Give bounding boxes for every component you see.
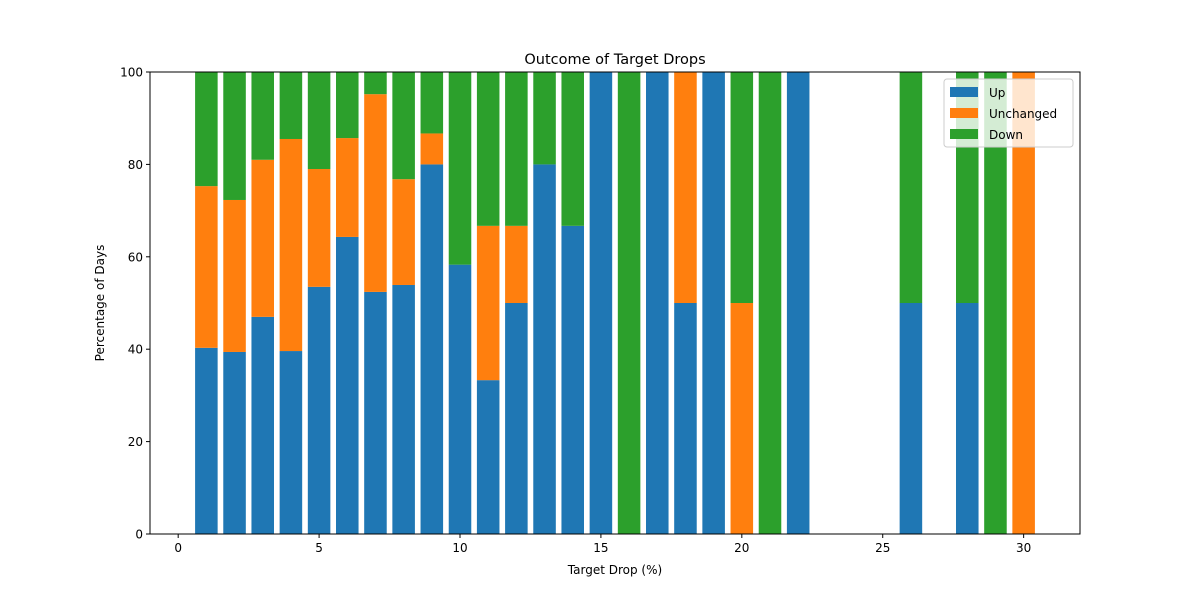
bar-down-26 — [899, 72, 923, 303]
bar-down-8 — [392, 72, 415, 180]
bar-down-1 — [195, 72, 218, 187]
x-tick-label: 25 — [875, 541, 890, 555]
bar-unchanged-30 — [1012, 72, 1035, 534]
x-tick-label: 20 — [734, 541, 749, 555]
bar-unchanged-8 — [392, 179, 415, 285]
bar-up-26 — [899, 303, 923, 534]
x-tick-label: 0 — [174, 541, 182, 555]
bar-down-12 — [505, 72, 528, 226]
bar-down-4 — [279, 72, 303, 139]
bars-group — [195, 72, 1035, 534]
bar-up-3 — [251, 316, 274, 534]
bar-up-1 — [195, 347, 218, 534]
y-tick-label: 40 — [128, 343, 143, 357]
y-tick-label: 60 — [128, 250, 143, 264]
bar-down-10 — [448, 72, 472, 265]
bar-unchanged-7 — [364, 94, 387, 292]
bar-unchanged-20 — [730, 303, 754, 534]
bar-unchanged-12 — [505, 225, 528, 303]
bar-down-13 — [533, 72, 556, 165]
x-tick-label: 30 — [1016, 541, 1031, 555]
bar-unchanged-9 — [420, 133, 444, 165]
bar-unchanged-11 — [476, 225, 500, 381]
x-tick-label: 5 — [315, 541, 323, 555]
bar-unchanged-3 — [251, 159, 274, 317]
bar-unchanged-6 — [336, 138, 359, 237]
bar-down-2 — [223, 72, 246, 200]
bar-unchanged-5 — [307, 169, 331, 287]
bar-up-22 — [786, 72, 810, 534]
bar-down-5 — [307, 72, 331, 170]
bar-down-14 — [561, 72, 584, 226]
bar-down-3 — [251, 72, 274, 160]
legend-label-down: Down — [989, 128, 1023, 142]
y-axis-ticks: 0 20 40 60 80 100 — [120, 66, 150, 542]
y-axis-label: Percentage of Days — [93, 245, 107, 362]
bar-up-13 — [533, 164, 556, 534]
bar-up-2 — [223, 351, 246, 534]
bar-up-4 — [279, 351, 303, 534]
x-axis-ticks: 0 5 10 15 20 25 30 — [174, 534, 1031, 555]
bar-up-7 — [364, 291, 387, 534]
x-axis-label: Target Drop (%) — [567, 563, 662, 577]
bar-up-10 — [448, 264, 472, 534]
plot-frame — [149, 71, 1081, 535]
bar-up-5 — [307, 286, 331, 534]
bar-down-7 — [364, 72, 387, 95]
y-tick-label: 0 — [135, 528, 143, 542]
bar-up-12 — [505, 303, 528, 534]
y-tick-label: 100 — [120, 66, 143, 80]
bar-up-18 — [674, 303, 697, 534]
bar-down-29 — [984, 72, 1007, 534]
chart-title: Outcome of Target Drops — [524, 52, 705, 68]
bar-down-20 — [730, 72, 754, 303]
bar-unchanged-1 — [195, 186, 218, 348]
legend-swatch-up — [950, 87, 978, 97]
bar-up-17 — [646, 72, 669, 534]
bar-up-9 — [420, 164, 444, 534]
y-tick-label: 20 — [128, 435, 143, 449]
bar-down-6 — [336, 72, 359, 139]
bar-unchanged-2 — [223, 199, 246, 352]
x-tick-label: 15 — [593, 541, 608, 555]
bar-up-28 — [956, 303, 979, 534]
legend-swatch-down — [950, 129, 978, 139]
bar-up-14 — [561, 225, 584, 534]
x-tick-label: 10 — [452, 541, 467, 555]
bar-up-15 — [589, 72, 613, 534]
y-tick-label: 80 — [128, 158, 143, 172]
bar-up-6 — [336, 236, 359, 534]
bar-up-19 — [702, 72, 725, 534]
legend-label-up: Up — [989, 86, 1005, 100]
bar-down-11 — [476, 72, 500, 226]
bar-down-16 — [617, 72, 641, 534]
bar-up-11 — [476, 380, 500, 534]
legend-swatch-unchanged — [950, 108, 978, 118]
legend: Up Unchanged Down — [943, 78, 1074, 148]
bar-down-21 — [758, 72, 782, 534]
bar-up-8 — [392, 284, 415, 534]
bar-unchanged-18 — [674, 72, 697, 303]
bar-down-9 — [420, 72, 444, 134]
bar-unchanged-4 — [279, 138, 303, 352]
legend-label-unchanged: Unchanged — [989, 107, 1057, 121]
